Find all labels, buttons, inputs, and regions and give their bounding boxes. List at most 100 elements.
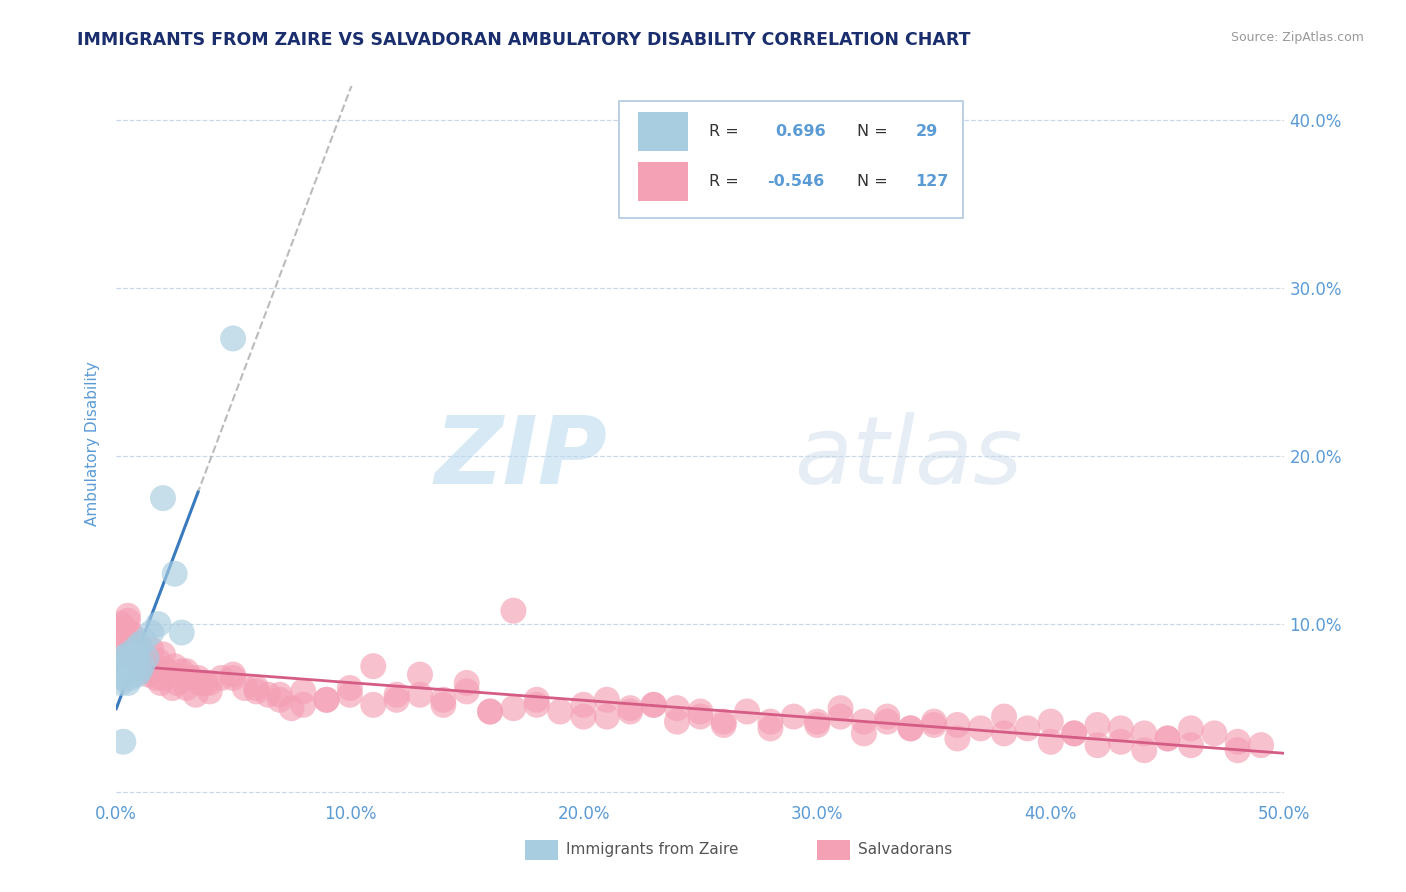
Point bbox=[134, 654, 156, 668]
Point bbox=[1017, 722, 1039, 736]
Point bbox=[145, 671, 167, 685]
Point bbox=[124, 642, 146, 657]
Point bbox=[596, 709, 619, 723]
Text: R =: R = bbox=[709, 124, 748, 139]
Point bbox=[806, 718, 828, 732]
Point bbox=[479, 705, 502, 719]
Point bbox=[114, 664, 136, 678]
Point bbox=[121, 631, 143, 645]
Point bbox=[141, 642, 163, 657]
Point bbox=[198, 684, 221, 698]
Point bbox=[245, 681, 267, 695]
Point bbox=[121, 637, 143, 651]
Point bbox=[1226, 735, 1249, 749]
Point bbox=[112, 634, 135, 648]
Point bbox=[572, 709, 595, 723]
Point bbox=[502, 604, 524, 618]
Point bbox=[121, 664, 143, 678]
Point bbox=[922, 714, 945, 729]
Point bbox=[432, 693, 454, 707]
Point bbox=[128, 642, 150, 657]
Point bbox=[409, 688, 432, 702]
Point bbox=[970, 722, 993, 736]
Point bbox=[120, 659, 142, 673]
Point bbox=[134, 650, 156, 665]
Point bbox=[152, 671, 174, 685]
Point bbox=[112, 671, 135, 685]
Point bbox=[385, 693, 408, 707]
Point bbox=[1204, 726, 1226, 740]
Point bbox=[114, 642, 136, 657]
Point bbox=[131, 659, 153, 673]
Point bbox=[152, 648, 174, 662]
Point bbox=[135, 664, 157, 678]
Point bbox=[222, 671, 245, 685]
Point bbox=[110, 659, 132, 673]
Point bbox=[993, 726, 1015, 740]
Point bbox=[1063, 726, 1085, 740]
Point bbox=[163, 659, 186, 673]
Point bbox=[946, 718, 969, 732]
Point bbox=[619, 701, 641, 715]
Point bbox=[120, 625, 142, 640]
Point bbox=[993, 709, 1015, 723]
Point bbox=[156, 664, 179, 678]
Point bbox=[127, 648, 149, 662]
Point bbox=[135, 650, 157, 665]
Point bbox=[110, 676, 132, 690]
Point bbox=[1109, 735, 1132, 749]
Point bbox=[783, 709, 806, 723]
Point bbox=[759, 722, 782, 736]
Point bbox=[456, 684, 478, 698]
Point bbox=[128, 637, 150, 651]
Point bbox=[134, 634, 156, 648]
Point bbox=[526, 693, 548, 707]
Point bbox=[142, 664, 165, 678]
Point bbox=[233, 681, 256, 695]
Point bbox=[152, 491, 174, 505]
Point bbox=[176, 681, 198, 695]
Text: 0.696: 0.696 bbox=[775, 124, 825, 139]
Point bbox=[149, 676, 172, 690]
Point bbox=[643, 698, 665, 712]
Point bbox=[1226, 743, 1249, 757]
Point bbox=[1039, 714, 1062, 729]
Point bbox=[120, 671, 142, 685]
Point bbox=[176, 664, 198, 678]
Point bbox=[117, 648, 139, 662]
Point bbox=[121, 650, 143, 665]
Text: Immigrants from Zaire: Immigrants from Zaire bbox=[567, 842, 738, 857]
Point bbox=[1133, 726, 1156, 740]
Point bbox=[128, 664, 150, 678]
Point bbox=[361, 698, 384, 712]
Point bbox=[198, 676, 221, 690]
Point bbox=[479, 705, 502, 719]
Point bbox=[170, 664, 193, 678]
Point bbox=[1109, 722, 1132, 736]
Point bbox=[735, 705, 758, 719]
Point bbox=[689, 705, 711, 719]
Text: Salvadorans: Salvadorans bbox=[858, 842, 952, 857]
Point bbox=[596, 693, 619, 707]
Point bbox=[107, 667, 129, 681]
Point bbox=[166, 676, 188, 690]
Point bbox=[852, 726, 875, 740]
Point bbox=[117, 608, 139, 623]
Point bbox=[548, 705, 571, 719]
Point bbox=[222, 667, 245, 681]
Point bbox=[1180, 722, 1202, 736]
Bar bbox=[817, 840, 849, 860]
Y-axis label: Ambulatory Disability: Ambulatory Disability bbox=[86, 361, 100, 526]
Text: R =: R = bbox=[709, 174, 744, 189]
Point bbox=[1039, 735, 1062, 749]
Point bbox=[315, 693, 337, 707]
Point bbox=[665, 701, 688, 715]
Text: N =: N = bbox=[856, 124, 893, 139]
Point bbox=[162, 681, 184, 695]
Point bbox=[269, 693, 291, 707]
Point bbox=[526, 698, 548, 712]
Point bbox=[830, 709, 852, 723]
Point bbox=[339, 688, 361, 702]
Point bbox=[1063, 726, 1085, 740]
Point bbox=[806, 714, 828, 729]
